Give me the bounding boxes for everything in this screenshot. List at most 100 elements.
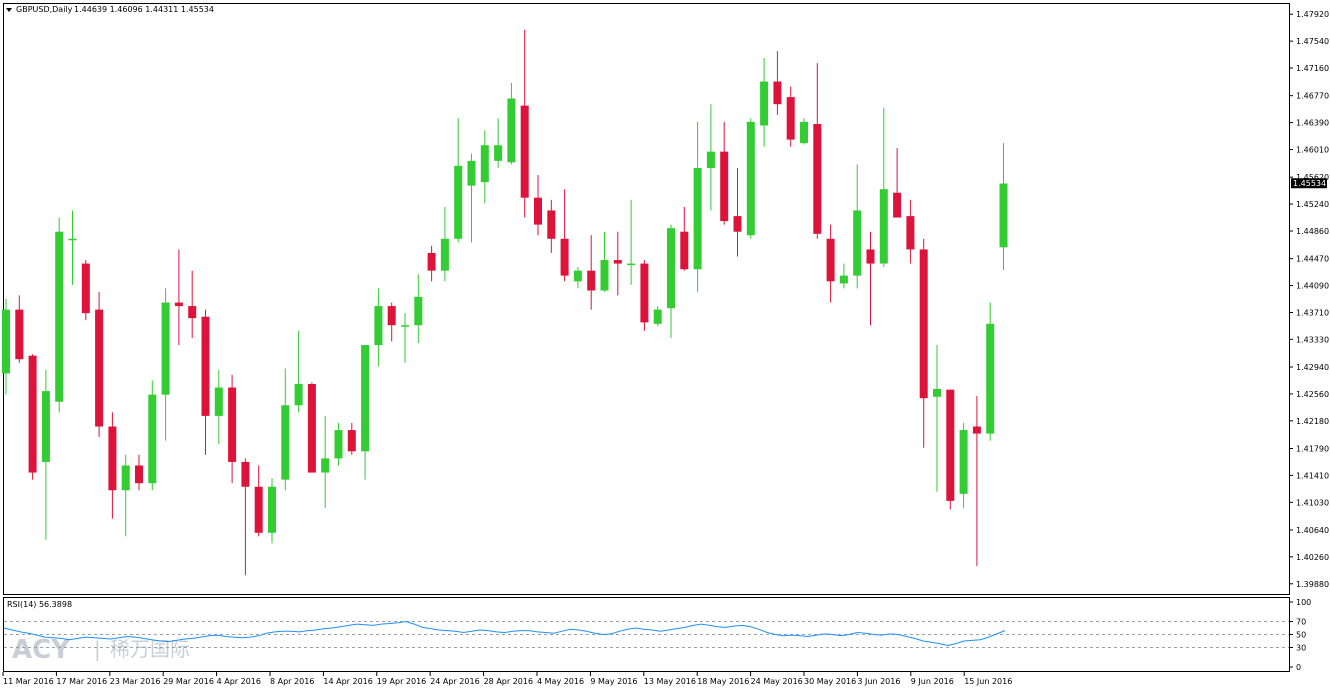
candle — [640, 260, 649, 331]
price-tick-label: 1.41410 — [1296, 471, 1329, 480]
header-symbol: GBPUSD,Daily — [16, 5, 73, 14]
candle-body — [627, 263, 636, 266]
candle — [387, 302, 396, 342]
price-tick-label: 1.46390 — [1296, 119, 1329, 128]
candle-body — [480, 145, 489, 183]
candle — [81, 260, 90, 321]
time-tick-label: 17 Mar 2016 — [56, 677, 107, 686]
price-tick-label: 1.45240 — [1296, 200, 1329, 209]
candle-body — [281, 405, 290, 480]
candle — [2, 299, 10, 395]
price-tick-label: 1.43710 — [1296, 308, 1329, 317]
candle — [786, 86, 795, 147]
time-axis: 11 Mar 2016 17 Mar 2016 23 Mar 2016 29 Mar … — [2, 672, 1012, 686]
rsi-line — [3, 620, 1006, 647]
rsi-tick-label: 100 — [1296, 598, 1311, 607]
candle — [28, 354, 37, 480]
candle — [893, 148, 902, 218]
candle — [454, 118, 463, 243]
candle — [520, 29, 529, 218]
candle — [999, 143, 1008, 270]
candle-body — [28, 355, 37, 473]
candle — [667, 224, 675, 338]
candle-body — [121, 465, 130, 491]
time-tick-label: 8 Apr 2016 — [270, 677, 314, 686]
candle-body — [786, 97, 795, 140]
time-tick-label: 9 Jun 2016 — [911, 677, 954, 686]
candle-body — [241, 461, 250, 487]
candle-body — [15, 309, 24, 360]
candle — [121, 454, 130, 537]
candle-body — [972, 426, 981, 434]
watermark: ACY | 稀万国际 — [12, 635, 190, 665]
candle-body — [387, 306, 396, 326]
candles-group — [2, 29, 1008, 576]
candle — [41, 369, 50, 540]
candle — [746, 118, 755, 239]
price-tick-label: 1.42180 — [1296, 417, 1329, 426]
candle-body — [600, 260, 609, 291]
time-tick-label: 13 May 2016 — [644, 677, 696, 686]
time-tick-label: 24 May 2016 — [751, 677, 803, 686]
candle — [401, 313, 409, 363]
candle — [307, 382, 316, 473]
candle-body — [746, 121, 755, 236]
candle — [68, 210, 77, 285]
candle — [214, 369, 223, 445]
price-tick-label: 1.44860 — [1296, 227, 1329, 236]
candle — [507, 82, 516, 165]
candle-body — [68, 238, 77, 241]
candle — [627, 199, 636, 285]
price-tick-label: 1.46770 — [1296, 92, 1329, 101]
candle-body — [573, 270, 582, 282]
candle — [986, 302, 995, 441]
candle — [680, 206, 689, 271]
candle — [573, 267, 582, 289]
candle-body — [414, 296, 423, 326]
candle-body — [946, 389, 955, 501]
candle-body — [813, 124, 822, 234]
candle-body — [933, 388, 941, 397]
candle — [906, 199, 915, 264]
candle-body — [2, 309, 10, 374]
current-price-marker: 1.45534 — [1291, 178, 1327, 189]
candle — [853, 164, 862, 289]
price-tick-label: 1.40260 — [1296, 553, 1329, 562]
price-tick-label: 1.44470 — [1296, 255, 1329, 264]
rsi-group — [3, 620, 1289, 648]
candle-body — [667, 228, 675, 309]
candle-body — [201, 316, 210, 416]
candle — [55, 217, 64, 413]
candle-body — [347, 430, 356, 452]
candle-body — [706, 151, 715, 168]
candle-body — [547, 210, 556, 239]
rsi-tick-label: 50 — [1296, 631, 1306, 640]
candle — [494, 118, 503, 168]
candle — [560, 189, 569, 282]
candle-body — [999, 183, 1008, 248]
price-tick-label: 1.45620 — [1296, 173, 1329, 182]
header-triangle-icon[interactable] — [6, 8, 12, 12]
candle-body — [440, 238, 449, 271]
candle-body — [427, 252, 436, 271]
candle — [148, 380, 157, 491]
candle-body — [853, 210, 862, 276]
candle-body — [693, 167, 702, 270]
price-tick-label: 1.41790 — [1296, 444, 1329, 453]
candle — [972, 396, 981, 567]
candle-body — [135, 465, 143, 484]
candle — [294, 330, 303, 413]
current-price-label: 1.45534 — [1293, 179, 1326, 188]
candle — [201, 309, 210, 455]
candle-body — [467, 160, 476, 186]
price-tick-label: 1.47540 — [1296, 37, 1329, 46]
candle — [228, 374, 237, 484]
candle-body — [228, 387, 237, 462]
watermark-cjk: 稀万国际 — [110, 637, 190, 661]
time-tick-label: 23 Mar 2016 — [110, 677, 161, 686]
candle — [733, 167, 742, 257]
time-tick-label: 9 May 2016 — [590, 677, 637, 686]
candle-body — [879, 189, 888, 264]
candle-body — [174, 302, 183, 307]
